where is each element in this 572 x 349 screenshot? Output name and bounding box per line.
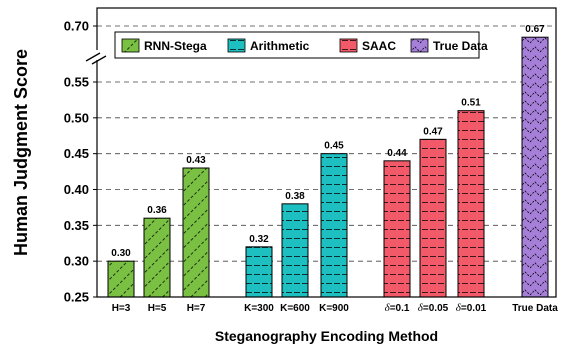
- x-category-text: H=5: [148, 303, 167, 314]
- y-tick-label: 0.40: [64, 182, 89, 197]
- bar-value-label: 0.45: [324, 141, 344, 152]
- bar: [320, 153, 348, 298]
- x-category-text: K=900: [319, 303, 349, 314]
- bar: [245, 246, 273, 298]
- legend-swatch: [339, 38, 358, 53]
- bar-value-label: 0.43: [186, 155, 206, 166]
- x-category-label: H=3: [112, 303, 131, 314]
- bars-group: [107, 36, 549, 298]
- x-category-label: K=900: [319, 303, 349, 314]
- bar: [182, 167, 210, 298]
- y-tick-label: 0.70: [64, 19, 89, 34]
- y-axis-title: Human Judgment Score: [11, 49, 31, 256]
- delta-symbol: δ: [385, 302, 391, 314]
- delta-symbol: δ: [456, 302, 462, 314]
- bar: [281, 203, 309, 298]
- y-tick-labels: 0.25 0.30 0.35 0.40 0.45 0.50 0.55 0.70: [64, 19, 97, 305]
- plot-frame: [96, 7, 557, 298]
- bar-value-label: 0.30: [111, 248, 131, 259]
- y-axis-break-marker: [85, 50, 107, 65]
- axis-break-slash: [85, 52, 101, 62]
- bar: [107, 260, 135, 298]
- value-labels-group: 0.30 0.36 0.43 0.32 0.38 0.45 0.44 0.47 0.51 0.67: [111, 24, 545, 259]
- x-category-text: K=600: [280, 303, 310, 314]
- x-category-text: H=7: [187, 303, 206, 314]
- legend-swatch: [121, 38, 140, 53]
- y-tick-label: 0.50: [64, 110, 89, 125]
- x-category-label: K=300: [244, 303, 274, 314]
- bar: [419, 138, 447, 298]
- bar-value-label: 0.38: [285, 191, 305, 202]
- bar-value-label: 0.32: [249, 234, 269, 245]
- x-category-label: δ=0.1: [385, 302, 410, 314]
- bar: [383, 160, 411, 298]
- x-category-text: =0.01: [461, 303, 487, 314]
- x-category-text: =0.05: [423, 303, 449, 314]
- legend-swatch: [227, 38, 246, 53]
- x-category-labels: H=3 H=5 H=7 K=300 K=600 K=900 δ=0.1 δ=0.05 δ=0.0…: [112, 302, 559, 314]
- bar: [457, 110, 485, 298]
- bar-value-label: 0.44: [387, 148, 407, 159]
- legend-label: RNN-Stega: [144, 39, 207, 53]
- legend-label: Arithmetic: [250, 39, 310, 53]
- x-category-text: K=300: [244, 303, 274, 314]
- x-category-label: δ=0.01: [456, 302, 487, 314]
- y-tick-label: 0.25: [64, 290, 89, 305]
- x-category-label: H=5: [148, 303, 167, 314]
- axis-break-slash: [91, 55, 107, 65]
- delta-symbol: δ: [418, 302, 424, 314]
- x-category-text: =0.1: [390, 303, 410, 314]
- bar: [521, 36, 549, 298]
- bar-value-label: 0.51: [461, 98, 481, 109]
- y-tick-label: 0.35: [64, 218, 89, 233]
- bar: [143, 217, 171, 298]
- legend: RNN-Stega Arithmetic SAAC True Data: [114, 31, 488, 59]
- bar-value-label: 0.67: [525, 24, 545, 35]
- bar-value-label: 0.47: [423, 126, 443, 137]
- x-category-label: K=600: [280, 303, 310, 314]
- legend-label: True Data: [433, 39, 488, 53]
- x-category-text: True Data: [512, 303, 558, 314]
- y-tick-label: 0.30: [64, 254, 89, 269]
- y-tick-label: 0.45: [64, 146, 89, 161]
- x-category-label: δ=0.05: [418, 302, 449, 314]
- x-category-label: H=7: [187, 303, 206, 314]
- legend-swatch: [410, 38, 429, 53]
- legend-label: SAAC: [362, 39, 396, 53]
- x-axis-title: Steganography Encoding Method: [215, 328, 438, 344]
- y-tick-label: 0.55: [64, 75, 89, 90]
- x-category-label: True Data: [512, 303, 558, 314]
- x-category-text: H=3: [112, 303, 131, 314]
- bar-value-label: 0.36: [147, 205, 167, 216]
